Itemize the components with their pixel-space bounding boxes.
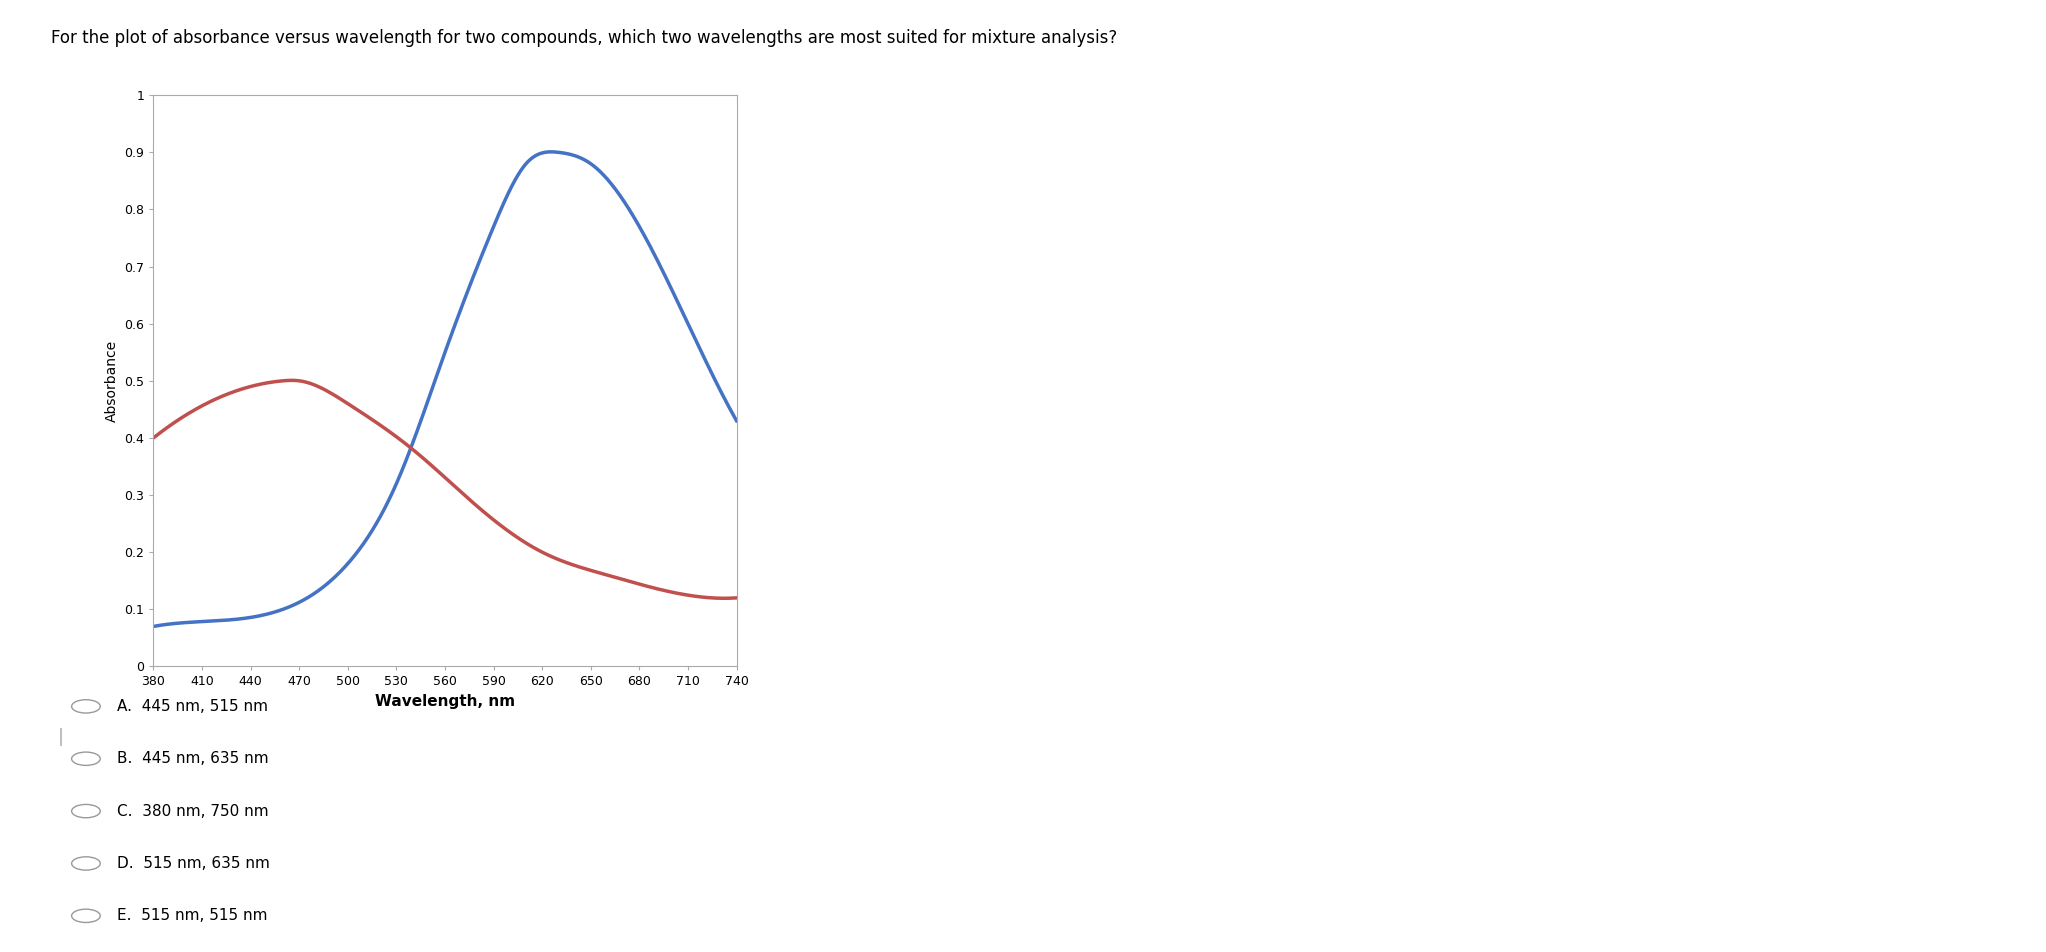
Text: |: |: [57, 728, 63, 746]
Text: For the plot of absorbance versus wavelength for two compounds, which two wavele: For the plot of absorbance versus wavele…: [51, 29, 1117, 47]
Text: C.  380 nm, 750 nm: C. 380 nm, 750 nm: [117, 803, 268, 819]
Text: B.  445 nm, 635 nm: B. 445 nm, 635 nm: [117, 751, 268, 766]
Y-axis label: Absorbance: Absorbance: [104, 340, 119, 422]
X-axis label: Wavelength, nm: Wavelength, nm: [374, 694, 516, 709]
Text: A.  445 nm, 515 nm: A. 445 nm, 515 nm: [117, 699, 268, 714]
Text: E.  515 nm, 515 nm: E. 515 nm, 515 nm: [117, 908, 268, 923]
Text: D.  515 nm, 635 nm: D. 515 nm, 635 nm: [117, 856, 270, 871]
